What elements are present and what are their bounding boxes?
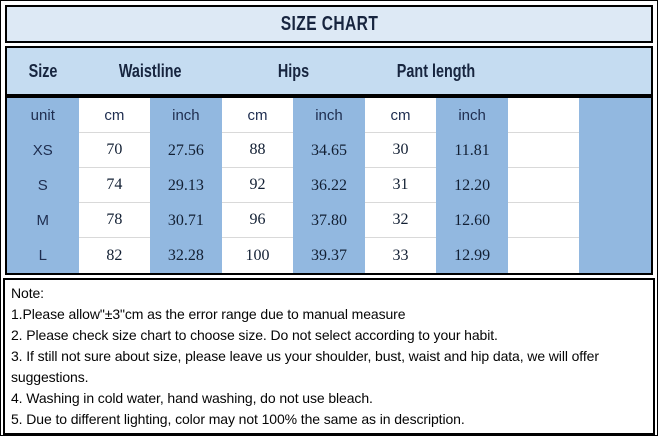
- size-chart-title-bar: SIZE CHART: [5, 5, 653, 43]
- note-item-4: 4. Washing in cold water, hand washing, …: [11, 390, 373, 406]
- value-cell: 31: [364, 168, 437, 203]
- value-cell-empty: [507, 133, 580, 168]
- header-hips: Hips: [277, 60, 309, 81]
- value-cell: 92: [221, 168, 294, 203]
- table-header-bar: Size Waistline Hips Pant length: [5, 46, 653, 96]
- size-table: unit cm inch cm inch cm inch XS 70 27.56…: [5, 96, 653, 275]
- value-cell: 36.22: [293, 168, 365, 203]
- value-cell: 32.28: [150, 238, 222, 273]
- value-cell: 78: [78, 203, 151, 238]
- notes-section: Note: 1.Please allow"±3"cm as the error …: [3, 278, 655, 435]
- note-item-3: 3. If still not sure about size, please …: [11, 348, 599, 385]
- header-size: Size: [28, 60, 58, 81]
- header-pant-length: Pant length: [397, 60, 476, 81]
- value-cell-empty: [579, 238, 651, 273]
- value-cell: 12.20: [436, 168, 508, 203]
- value-cell: 74: [78, 168, 151, 203]
- value-cell: 32: [364, 203, 437, 238]
- unit-cell: inch: [436, 98, 508, 133]
- unit-cell: cm: [221, 98, 294, 133]
- value-cell: 82: [106, 246, 123, 264]
- value-cell: 37.80: [293, 203, 365, 238]
- unit-cell: inch: [150, 98, 222, 133]
- value-cell: 70: [78, 133, 151, 168]
- page-title: SIZE CHART: [280, 12, 378, 35]
- unit-cell-empty: [579, 98, 651, 133]
- note-item-1: 1.Please allow"±3"cm as the error range …: [11, 306, 406, 322]
- note-item-5: 5. Due to different lighting, color may …: [11, 411, 465, 427]
- size-label-cell: M: [7, 203, 79, 238]
- value-cell-empty: [579, 168, 651, 203]
- unit-cell-empty: [507, 98, 580, 133]
- header-waistline: Waistline: [118, 60, 182, 81]
- size-label-cell: L: [7, 238, 79, 273]
- unit-cell: unit: [7, 98, 79, 133]
- value-cell-empty: [507, 203, 580, 238]
- value-cell: 30.71: [150, 203, 222, 238]
- value-cell: 100: [245, 246, 270, 264]
- value-cell-empty: [507, 168, 580, 203]
- value-cell: 34.65: [293, 133, 365, 168]
- value-cell: 96: [221, 203, 294, 238]
- value-cell: 27.56: [150, 133, 222, 168]
- value-cell-empty: [579, 133, 651, 168]
- value-cell: 11.81: [436, 133, 508, 168]
- value-cell: 39.37: [293, 238, 365, 273]
- size-label-cell: S: [7, 168, 79, 203]
- value-cell: 33: [392, 246, 409, 264]
- size-label-cell: XS: [7, 133, 79, 168]
- unit-cell: cm: [78, 98, 151, 133]
- value-cell-empty: [508, 238, 580, 273]
- value-cell-empty: [579, 203, 651, 238]
- unit-cell: inch: [293, 98, 365, 133]
- value-cell: 12.60: [436, 203, 508, 238]
- value-cell: 29.13: [150, 168, 222, 203]
- notes-heading: Note:: [11, 285, 44, 301]
- value-cell: 12.99: [436, 238, 508, 273]
- value-cell: 88: [221, 133, 294, 168]
- unit-cell: cm: [364, 98, 437, 133]
- note-item-2: 2. Please check size chart to choose siz…: [11, 327, 498, 343]
- header-empty: [508, 61, 651, 82]
- value-cell: 30: [364, 133, 437, 168]
